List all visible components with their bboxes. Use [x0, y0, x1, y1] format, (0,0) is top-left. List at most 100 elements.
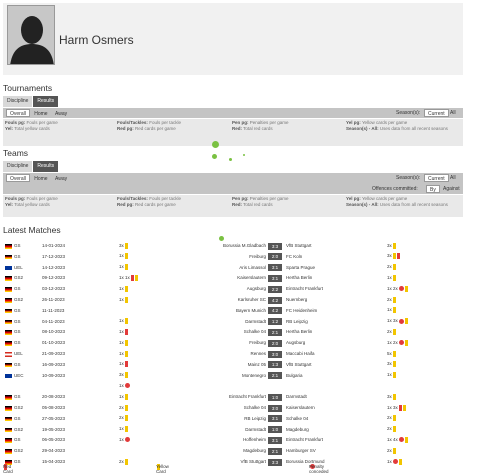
subtab-away[interactable]: Away: [54, 111, 68, 117]
home-team[interactable]: Magdeburg: [243, 448, 266, 454]
match-row[interactable]: GS2 09-12-2023 Kaiserslautern 3:1 Hertha Ber…: [3, 274, 463, 283]
away-team[interactable]: Eintracht Frankfurt: [286, 437, 324, 443]
away-team[interactable]: Maccabi Haifa: [286, 351, 315, 356]
away-events: 1x 3x: [387, 404, 406, 411]
away-team[interactable]: Borussia Dortmund: [286, 459, 325, 464]
subtab-home[interactable]: Home: [34, 111, 48, 117]
match-score[interactable]: 4:2: [268, 307, 282, 315]
match-row[interactable]: GS 14-01-2024 Borussia M.Gladbach 3:3 VfB St…: [3, 242, 463, 251]
season-current[interactable]: Current: [424, 109, 449, 117]
match-score[interactable]: 3:3: [268, 458, 282, 466]
match-row[interactable]: UEL 21-09-2023 Rennes 3:0 Maccabi Haifa 1x 5x: [3, 350, 463, 359]
match-score[interactable]: 2:1: [268, 372, 282, 380]
match-score[interactable]: 3:1: [268, 274, 282, 282]
match-score[interactable]: 4:2: [268, 296, 282, 304]
away-team[interactable]: VfB Stuttgart: [286, 361, 312, 367]
match-row[interactable]: GS 03-12-2023 Augsburg 2:2 Eintracht Frankfu…: [3, 285, 463, 294]
match-score[interactable]: 2:0: [268, 253, 282, 261]
home-team[interactable]: Rennes: [250, 351, 266, 356]
home-team[interactable]: Aris Limassol: [239, 264, 266, 270]
match-score[interactable]: 3:0: [268, 350, 282, 358]
match-row[interactable]: GS2 19-05-2023 Darmstadt 1:0 Magdeburg 1x 2x: [3, 426, 463, 435]
match-score[interactable]: 3:1: [268, 264, 282, 272]
home-team[interactable]: Darmstadt: [245, 426, 266, 432]
home-team[interactable]: Borussia M.Gladbach: [222, 243, 266, 248]
match-row[interactable]: GS2 26-11-2023 Karlsruher SC 4:2 Nuernberg 1x…: [3, 296, 463, 305]
match-score[interactable]: 1:0: [268, 426, 282, 434]
match-row[interactable]: GS 01-10-2023 Freiburg 2:0 Augsburg 1x 1x 2x: [3, 339, 463, 348]
match-row[interactable]: GS2 05-08-2023 Schalke 04 3:0 Kaiserslautern…: [3, 404, 463, 413]
away-team[interactable]: Eintracht Frankfurt: [286, 286, 324, 292]
offences-by[interactable]: By: [426, 185, 440, 193]
away-team[interactable]: Bulgaria: [286, 372, 303, 378]
match-row[interactable]: UEC 10-09-2023 Montenegro 2:1 Bulgaria 3x 1x: [3, 372, 463, 381]
away-team[interactable]: Augsburg: [286, 340, 306, 346]
home-team[interactable]: Montenegro: [241, 372, 266, 378]
away-team[interactable]: FC Koln: [286, 253, 303, 259]
away-team[interactable]: Nuernberg: [286, 297, 308, 302]
season-all[interactable]: All: [450, 175, 456, 181]
home-team[interactable]: RB Leipzig: [244, 415, 266, 421]
match-row[interactable]: GS 20-08-2023 Eintracht Frankfurt 1:0 Darmst…: [3, 393, 463, 402]
match-row[interactable]: GS 15-04-2023 VfB Stuttgart 3:3 Borussia Dor…: [3, 458, 463, 467]
home-team[interactable]: Freiburg: [249, 340, 266, 346]
match-score[interactable]: 1:0: [268, 393, 282, 401]
loading-dot: [212, 154, 217, 159]
tab-discipline[interactable]: Discipline: [3, 161, 33, 172]
match-score[interactable]: 2:1: [268, 328, 282, 336]
away-team[interactable]: VfB Stuttgart: [286, 243, 312, 248]
match-score[interactable]: 1:3: [268, 361, 282, 369]
away-team[interactable]: Kaiserslautern: [286, 405, 315, 410]
subtab-away[interactable]: Away: [54, 176, 68, 182]
home-team[interactable]: Darmstadt: [245, 318, 266, 324]
home-team[interactable]: Hoffenheim: [243, 437, 266, 443]
away-team[interactable]: Hamburger SV: [286, 448, 316, 454]
match-row[interactable]: GS2 29-04-2023 Magdeburg 2:1 Hamburger SV 2x: [3, 447, 463, 456]
match-row[interactable]: GS 04-11-2023 Darmstadt 1:2 RB Leipzig 1x 1x 3…: [3, 318, 463, 327]
match-row[interactable]: GS 16-09-2023 Mainz 05 1:3 VfB Stuttgart 1x 3x: [3, 361, 463, 370]
match-score[interactable]: 1:2: [268, 318, 282, 326]
away-team[interactable]: Magdeburg: [286, 426, 309, 432]
home-team[interactable]: VfB Stuttgart: [240, 459, 266, 464]
match-score[interactable]: 3:3: [268, 242, 282, 250]
home-team[interactable]: Freiburg: [249, 253, 266, 259]
home-team[interactable]: Mainz 05: [247, 361, 266, 367]
away-events: 2x: [387, 296, 396, 303]
subtab-home[interactable]: Home: [34, 176, 48, 182]
match-score[interactable]: 3:1: [268, 415, 282, 423]
home-team[interactable]: Kaiserslautern: [237, 275, 266, 281]
away-team[interactable]: Hertha Berlin: [286, 329, 313, 335]
away-team[interactable]: Hertha Berlin: [286, 275, 313, 281]
home-team[interactable]: Bayern Munich: [235, 307, 266, 313]
season-current[interactable]: Current: [424, 174, 449, 182]
away-team[interactable]: Darmstadt: [286, 394, 307, 400]
subtab-overall[interactable]: Overall: [6, 174, 30, 182]
away-team[interactable]: Sparta Prague: [286, 264, 316, 270]
match-row[interactable]: UEL 14-12-2023 Aris Limassol 3:1 Sparta Prag…: [3, 264, 463, 273]
match-score[interactable]: 2:2: [268, 285, 282, 293]
offences-against[interactable]: Against: [443, 186, 460, 192]
subtab-overall[interactable]: Overall: [6, 109, 30, 117]
home-team[interactable]: Schalke 04: [243, 329, 266, 335]
tab-results[interactable]: Results: [33, 161, 59, 172]
match-score[interactable]: 3:1: [268, 436, 282, 444]
away-team[interactable]: Schalke 04: [286, 415, 309, 421]
match-score[interactable]: 3:0: [268, 404, 282, 412]
season-all[interactable]: All: [450, 110, 456, 116]
away-team[interactable]: FC Heidenheim: [286, 307, 318, 313]
tab-results[interactable]: Results: [33, 96, 59, 107]
match-row[interactable]: GS 17-12-2023 Freiburg 2:0 FC Koln 1x 3x: [3, 253, 463, 262]
competition-code: GS: [14, 459, 21, 464]
tab-discipline[interactable]: Discipline: [3, 96, 33, 107]
match-score[interactable]: 2:1: [268, 447, 282, 455]
match-row[interactable]: GS 06-05-2023 Hoffenheim 3:1 Eintracht Frank…: [3, 436, 463, 445]
match-row[interactable]: GS 11-11-2023 Bayern Munich 4:2 FC Heidenhei…: [3, 307, 463, 316]
home-team[interactable]: Augsburg: [246, 286, 266, 292]
away-team[interactable]: RB Leipzig: [286, 318, 308, 324]
match-row[interactable]: GS 08-10-2023 Schalke 04 2:1 Hertha Berlin 1x…: [3, 328, 463, 337]
home-team[interactable]: Karlsruher SC: [237, 297, 266, 302]
match-score[interactable]: 2:0: [268, 339, 282, 347]
match-row[interactable]: GS 27-05-2023 RB Leipzig 3:1 Schalke 04 2x 2x: [3, 415, 463, 424]
home-team[interactable]: Eintracht Frankfurt: [228, 394, 266, 400]
home-team[interactable]: Schalke 04: [243, 405, 266, 410]
